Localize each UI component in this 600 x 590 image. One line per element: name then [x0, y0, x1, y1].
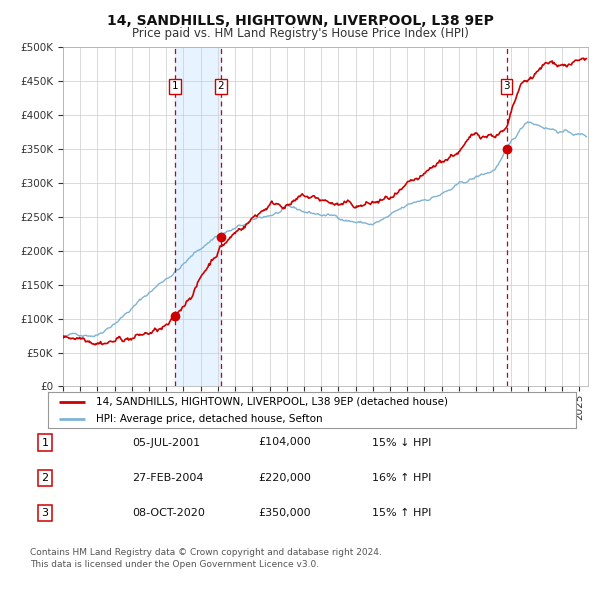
Text: 2: 2 [217, 81, 224, 91]
Text: 15% ↑ HPI: 15% ↑ HPI [372, 509, 431, 518]
Text: £350,000: £350,000 [258, 509, 311, 518]
Text: 27-FEB-2004: 27-FEB-2004 [132, 473, 203, 483]
Text: HPI: Average price, detached house, Sefton: HPI: Average price, detached house, Seft… [95, 414, 322, 424]
Text: 1: 1 [172, 81, 178, 91]
Text: 14, SANDHILLS, HIGHTOWN, LIVERPOOL, L38 9EP (detached house): 14, SANDHILLS, HIGHTOWN, LIVERPOOL, L38 … [95, 397, 448, 407]
Text: 16% ↑ HPI: 16% ↑ HPI [372, 473, 431, 483]
Text: 08-OCT-2020: 08-OCT-2020 [132, 509, 205, 518]
Text: £104,000: £104,000 [258, 438, 311, 447]
Text: 2: 2 [41, 473, 49, 483]
Text: 05-JUL-2001: 05-JUL-2001 [132, 438, 200, 447]
Text: This data is licensed under the Open Government Licence v3.0.: This data is licensed under the Open Gov… [30, 560, 319, 569]
Text: 3: 3 [503, 81, 510, 91]
Text: £220,000: £220,000 [258, 473, 311, 483]
Text: 1: 1 [41, 438, 49, 447]
Text: Price paid vs. HM Land Registry's House Price Index (HPI): Price paid vs. HM Land Registry's House … [131, 27, 469, 40]
Text: Contains HM Land Registry data © Crown copyright and database right 2024.: Contains HM Land Registry data © Crown c… [30, 548, 382, 557]
Text: 3: 3 [41, 509, 49, 518]
Text: 14, SANDHILLS, HIGHTOWN, LIVERPOOL, L38 9EP: 14, SANDHILLS, HIGHTOWN, LIVERPOOL, L38 … [107, 14, 493, 28]
Text: 15% ↓ HPI: 15% ↓ HPI [372, 438, 431, 447]
Bar [175, 47, 221, 386]
